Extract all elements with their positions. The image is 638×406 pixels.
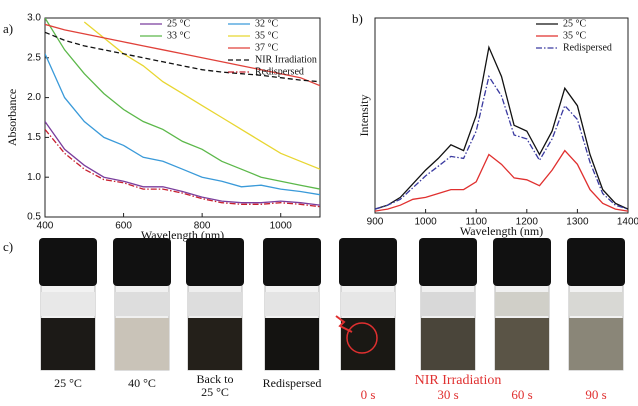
y-tick-label: 1.5	[27, 132, 41, 143]
x-tick-label: 900	[367, 217, 384, 228]
legend-label: Redispersed	[255, 66, 304, 77]
vial-cap	[493, 238, 551, 286]
laser-icon	[335, 315, 353, 333]
panel-label: a)	[3, 21, 13, 36]
vial-cap	[419, 238, 477, 286]
series-line	[375, 149, 628, 212]
photo-caption: Redispersed	[263, 376, 322, 390]
photo-caption: 40 °C	[128, 376, 156, 390]
caption-line: 25 °C	[201, 385, 229, 399]
x-tick-label: 400	[37, 221, 54, 232]
time-label: 90 s	[585, 387, 606, 401]
legend-label: Redispersed	[563, 42, 612, 53]
series-line	[375, 45, 628, 210]
plot-frame	[44, 17, 321, 218]
x-tick-label: 1400	[617, 217, 638, 228]
y-tick-label: 1.0	[27, 172, 41, 183]
legend-label: 25 °C	[563, 18, 586, 29]
group-label: NIR Irradiation	[415, 373, 502, 388]
vial-liquid	[115, 318, 169, 370]
x-axis-label: Wavelength (nm)	[460, 224, 543, 238]
series-line	[83, 21, 320, 170]
y-tick-label: 2.0	[27, 92, 41, 103]
vial-band	[569, 292, 623, 316]
y-tick-label: 3.0	[27, 13, 41, 24]
time-label: 0 s	[361, 387, 376, 401]
vial-band	[495, 292, 549, 316]
x-tick-label: 1000	[270, 221, 293, 232]
vial-band	[265, 292, 319, 316]
y-tick-label: 0.5	[27, 212, 41, 223]
x-tick-label: 800	[194, 221, 211, 232]
panel-label: c)	[3, 239, 13, 254]
vial-cap	[263, 238, 321, 286]
x-tick-label: 1300	[566, 217, 589, 228]
vial-liquid	[569, 318, 623, 370]
vial-liquid	[341, 318, 395, 370]
legend-label: NIR Irradiation	[255, 54, 317, 65]
vial-cap	[339, 238, 397, 286]
vial-band	[421, 292, 475, 316]
series-line	[45, 31, 320, 83]
time-label: 60 s	[511, 387, 532, 401]
vial-cap	[39, 238, 97, 286]
vial-band	[115, 292, 169, 316]
vial-liquid	[495, 318, 549, 370]
marker-circle	[346, 322, 378, 354]
series-line	[375, 74, 628, 210]
series-line	[45, 23, 320, 87]
vial-band	[341, 292, 395, 316]
photo-caption: Back to 25 °C	[197, 372, 234, 399]
photo-caption: 25 °C	[54, 376, 82, 390]
panel-label: b)	[352, 11, 363, 26]
legend-label: 37 °C	[255, 42, 278, 53]
vial-liquid	[41, 318, 95, 370]
vial-liquid	[188, 318, 242, 370]
y-axis-label: Absorbance	[5, 89, 19, 146]
vial-cap	[186, 238, 244, 286]
plot-frame	[374, 17, 629, 214]
legend-label: 32 °C	[255, 18, 278, 29]
vial-liquid	[421, 318, 475, 370]
time-label: 30 s	[437, 387, 458, 401]
legend-label: 33 °C	[167, 30, 190, 41]
vial-cap	[113, 238, 171, 286]
series-line	[45, 121, 320, 206]
x-tick-label: 1100	[465, 217, 487, 228]
series-line	[45, 53, 320, 196]
series-line	[45, 128, 320, 208]
legend-label: 25 °C	[167, 18, 190, 29]
vial-band	[188, 292, 242, 316]
vial-band	[41, 292, 95, 316]
y-tick-label: 2.5	[27, 52, 41, 63]
x-tick-label: 1200	[516, 217, 539, 228]
x-tick-label: 600	[115, 221, 132, 232]
legend-label: 35 °C	[255, 30, 278, 41]
legend-label: 35 °C	[563, 30, 586, 41]
caption-line: Back to	[197, 372, 234, 386]
vial-liquid	[265, 318, 319, 370]
vial-cap	[567, 238, 625, 286]
y-axis-label: Intensity	[357, 95, 371, 137]
x-tick-label: 1000	[414, 217, 437, 228]
series-line	[45, 18, 320, 190]
